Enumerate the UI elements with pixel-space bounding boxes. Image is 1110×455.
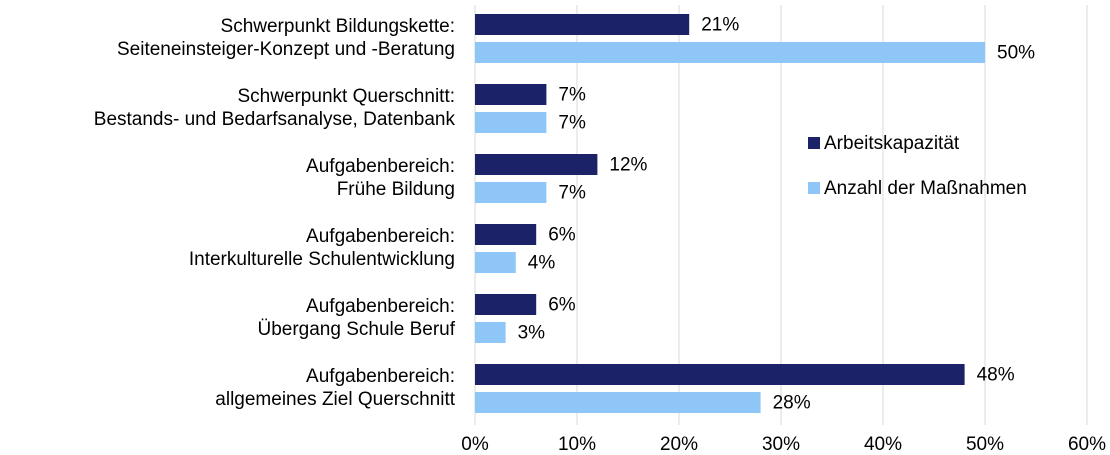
value-label: 6% bbox=[548, 225, 576, 246]
category-label: Aufgabenbereich: Frühe Bildung bbox=[306, 156, 455, 200]
value-label: 7% bbox=[558, 85, 586, 106]
bar bbox=[475, 14, 690, 35]
x-tick-label: 40% bbox=[864, 434, 902, 455]
bar bbox=[475, 224, 537, 245]
value-label: 48% bbox=[977, 365, 1015, 386]
x-tick-label: 20% bbox=[660, 434, 698, 455]
bar bbox=[475, 84, 547, 105]
value-label: 7% bbox=[558, 183, 586, 204]
bar bbox=[475, 182, 547, 203]
x-tick-label: 60% bbox=[1068, 434, 1106, 455]
x-tick-label: 50% bbox=[966, 434, 1004, 455]
value-label: 28% bbox=[773, 393, 811, 414]
value-label: 7% bbox=[558, 113, 586, 134]
value-label: 50% bbox=[997, 43, 1035, 64]
x-tick-label: 10% bbox=[558, 434, 596, 455]
bar bbox=[475, 392, 761, 413]
bar bbox=[475, 112, 547, 133]
category-label: Aufgabenbereich: Übergang Schule Beruf bbox=[257, 296, 455, 340]
value-label: 6% bbox=[548, 295, 576, 316]
value-label: 12% bbox=[609, 155, 647, 176]
bar bbox=[475, 42, 985, 63]
bar bbox=[475, 154, 598, 175]
bar bbox=[475, 294, 537, 315]
category-label: Aufgabenbereich: Interkulturelle Schulen… bbox=[188, 226, 455, 270]
category-label: Schwerpunkt Bildungskette: Seiteneinstei… bbox=[116, 16, 455, 60]
bar bbox=[475, 364, 965, 385]
legend-label: Anzahl der Maßnahmen bbox=[824, 178, 1027, 199]
legend-label: Arbeitskapazität bbox=[824, 133, 960, 154]
value-label: 4% bbox=[528, 253, 556, 274]
category-label: Aufgabenbereich: allgemeines Ziel Quersc… bbox=[215, 366, 455, 410]
bar bbox=[475, 322, 506, 343]
x-tick-label: 30% bbox=[762, 434, 800, 455]
x-tick-label: 0% bbox=[461, 434, 489, 455]
legend-swatch bbox=[808, 182, 820, 194]
legend-swatch bbox=[808, 137, 820, 149]
category-label: Schwerpunkt Querschnitt: Bestands- und B… bbox=[93, 86, 455, 130]
value-label: 21% bbox=[701, 15, 739, 36]
value-label: 3% bbox=[518, 323, 546, 344]
bar bbox=[475, 252, 516, 273]
